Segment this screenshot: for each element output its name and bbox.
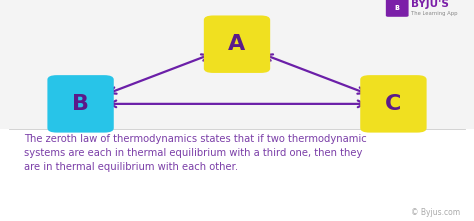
FancyBboxPatch shape [0, 129, 474, 221]
FancyBboxPatch shape [204, 15, 270, 73]
FancyBboxPatch shape [360, 75, 427, 133]
Text: The Learning App: The Learning App [411, 11, 457, 16]
Text: A: A [228, 34, 246, 54]
FancyBboxPatch shape [386, 0, 409, 17]
Text: C: C [385, 94, 401, 114]
Text: BYJU'S: BYJU'S [411, 0, 449, 10]
Text: The zeroth law of thermodynamics states that if two thermodynamic
systems are ea: The zeroth law of thermodynamics states … [24, 134, 366, 172]
Text: © Byjus.com: © Byjus.com [410, 208, 460, 217]
FancyBboxPatch shape [47, 75, 114, 133]
FancyBboxPatch shape [0, 0, 474, 129]
Text: ʙ: ʙ [395, 3, 400, 12]
Text: B: B [72, 94, 89, 114]
